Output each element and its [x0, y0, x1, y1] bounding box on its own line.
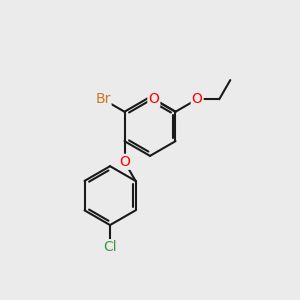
- Text: O: O: [192, 92, 203, 106]
- Text: O: O: [119, 155, 130, 169]
- Text: Cl: Cl: [103, 240, 117, 254]
- Text: Br: Br: [95, 92, 110, 106]
- Text: O: O: [148, 92, 159, 106]
